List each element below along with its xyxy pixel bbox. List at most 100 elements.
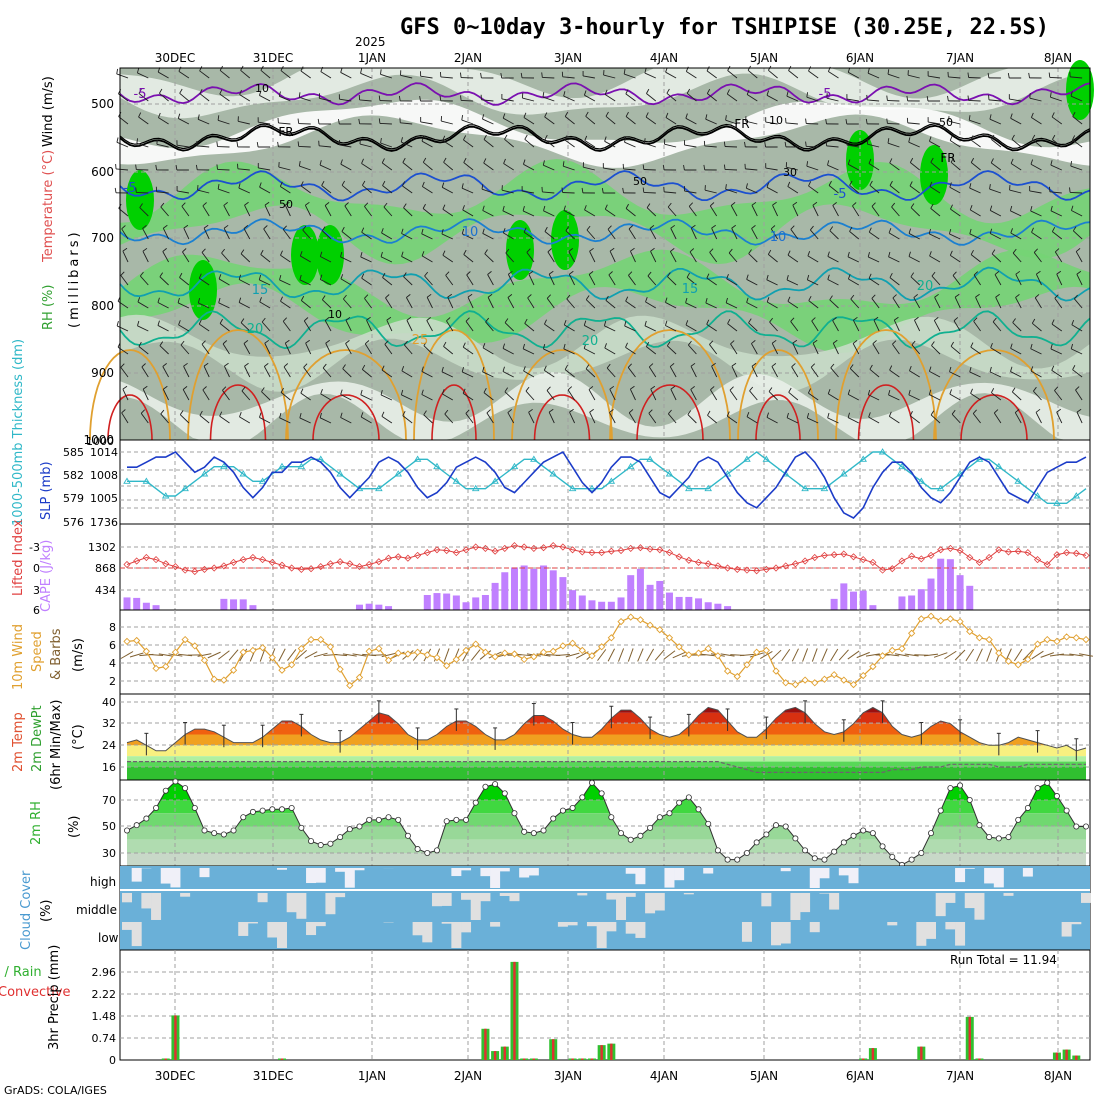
wind-barb <box>1050 164 1062 171</box>
wind-speed-marker <box>791 680 800 689</box>
wind-barb <box>668 413 677 424</box>
wind10-ylabel-1: 10m Wind <box>11 624 26 690</box>
wind-barb <box>482 347 494 355</box>
wind-barb <box>670 228 677 240</box>
wind-barb-flag <box>423 410 427 416</box>
wind-barb <box>847 256 859 263</box>
wind-barb <box>219 415 230 424</box>
wind-barb <box>670 389 677 401</box>
wind-barb <box>746 187 758 194</box>
wind-barb <box>544 323 555 332</box>
wind-barb <box>199 277 210 286</box>
precip-ylabel: 3hr Precip (mm) <box>47 945 62 1050</box>
wind-tick-label: 2 <box>109 675 116 688</box>
wind-barb <box>720 653 735 657</box>
wind-barb-flag <box>325 339 330 344</box>
wind-barb <box>406 297 413 309</box>
wind-barb <box>278 648 286 662</box>
wind-barb <box>461 99 474 102</box>
wind-barb-flag <box>624 320 627 327</box>
wind-barb <box>969 119 981 125</box>
wind-speed-marker <box>355 673 364 682</box>
wind-barb <box>504 322 515 332</box>
wind-barb-flag <box>157 320 160 326</box>
wind-barb-flag <box>588 271 594 275</box>
wind-barb-flag <box>685 320 689 326</box>
wind-barb-flag <box>685 113 688 119</box>
wind-barb <box>422 186 433 194</box>
cloud-gap <box>964 893 975 909</box>
rh2m-marker <box>346 826 353 833</box>
wind-barb-flag <box>504 318 509 323</box>
wind-speed-marker <box>559 642 567 650</box>
wind-barb <box>162 251 169 263</box>
wind-speed-marker <box>898 644 906 653</box>
wind-barb-flag <box>421 228 424 234</box>
slp-line <box>127 450 1087 519</box>
wind-barb-flag <box>155 164 158 170</box>
wind-barb <box>138 116 149 125</box>
wind-barb <box>1072 139 1083 148</box>
wind-barb-flag <box>114 187 117 193</box>
wind-barb <box>970 393 981 401</box>
wind-barb-flag <box>380 69 382 75</box>
wind-speed-marker <box>481 648 490 656</box>
warm-contour <box>609 329 731 441</box>
wind-barb <box>543 348 555 355</box>
wind-barb <box>400 122 413 125</box>
wind-barb-flag <box>341 226 345 232</box>
cape-bar <box>472 597 480 610</box>
cape-bar <box>249 605 257 610</box>
wind-barb <box>584 209 596 217</box>
wind-barb-flag <box>385 294 390 299</box>
wind-barb-flag <box>243 340 249 344</box>
lifted-index-marker <box>317 563 325 571</box>
wind-barb-flag <box>806 412 810 419</box>
cloud-gap <box>819 893 830 894</box>
cape-bar <box>859 590 867 610</box>
wind-barb-flag <box>159 88 163 94</box>
wind-barb-flag <box>609 247 615 252</box>
wind-barb-flag <box>321 226 326 231</box>
temperature-contour-label: 20 <box>247 322 264 337</box>
precip-tick-label: 0.74 <box>92 1032 117 1045</box>
wind-barb <box>690 366 697 378</box>
precip-convective-bar <box>532 1058 536 1060</box>
cloud-gap <box>625 893 636 897</box>
wind-barb <box>501 98 514 102</box>
wind-barb <box>807 279 819 286</box>
wind-barb-flag <box>240 249 245 254</box>
rh-contour-label: 10 <box>255 82 269 95</box>
wind-tick-label: 4 <box>109 657 116 670</box>
wind-barb-flag <box>199 66 203 72</box>
cape-bar <box>917 589 925 610</box>
wind-barb <box>1054 390 1063 401</box>
wind-barb <box>299 279 311 286</box>
wind-barb-flag <box>645 341 650 347</box>
wind-barb <box>889 277 900 286</box>
wind-barb <box>807 417 819 424</box>
thickness-tick-label: 585 <box>63 446 84 459</box>
wind-barb <box>382 185 393 194</box>
thickness-marker <box>239 470 248 477</box>
wind-barb <box>706 70 717 79</box>
wind-barb <box>665 302 677 309</box>
wind-barb <box>746 94 758 102</box>
rh2m-marker <box>724 856 731 863</box>
wind-barb-flag <box>931 271 936 277</box>
rh2m-marker <box>201 827 208 834</box>
wind-barb <box>566 298 575 309</box>
lifted-index-marker <box>791 560 799 568</box>
wind-barb <box>706 277 717 286</box>
wind-barb <box>786 279 799 286</box>
wind-barb <box>685 117 697 125</box>
wind-barb-flag <box>827 251 830 257</box>
wind-barb-flag <box>889 272 893 278</box>
rh2m-marker <box>356 823 363 830</box>
cloud-gap <box>790 893 801 920</box>
cape-bar <box>220 598 228 610</box>
wind-barb <box>892 297 900 309</box>
wind-barb <box>402 185 413 194</box>
wind-barb <box>644 142 656 148</box>
wind-barb-flag <box>303 363 308 368</box>
